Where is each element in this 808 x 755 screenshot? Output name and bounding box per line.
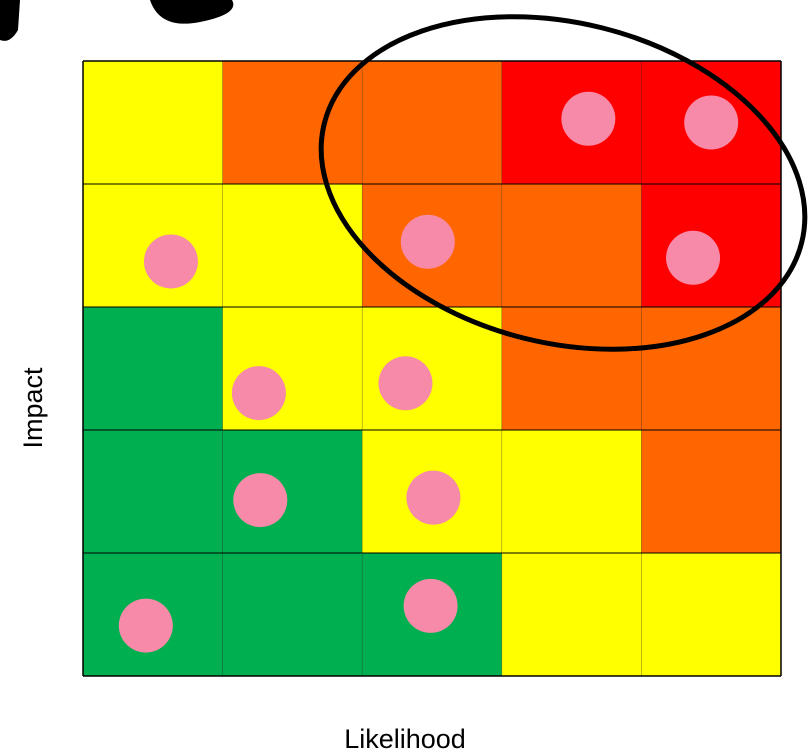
- matrix-cell-yellow: [501, 430, 642, 553]
- matrix-cell-orange: [362, 61, 502, 184]
- risk-marker-point: [233, 473, 288, 528]
- matrix-cell-green: [83, 307, 223, 430]
- risk-marker-point: [143, 234, 198, 289]
- matrix-cell-orange: [501, 307, 642, 430]
- matrix-cell-orange: [641, 307, 781, 430]
- clipped-title-remnant-2: [150, 0, 234, 24]
- clipped-title-remnant: [0, 0, 20, 41]
- risk-marker-point: [561, 91, 616, 146]
- risk-marker-point: [684, 95, 739, 150]
- matrix-cells: [83, 61, 781, 676]
- highlight-ellipse: [318, 14, 808, 352]
- matrix-cell-orange: [501, 184, 642, 307]
- matrix-cell-green: [83, 430, 223, 553]
- risk-marker-point: [400, 214, 455, 269]
- risk-marker-point: [378, 356, 433, 411]
- risk-marker-point: [118, 598, 173, 653]
- risk-marker-point: [403, 578, 458, 633]
- matrix-cell-orange: [222, 61, 363, 184]
- matrix-cell-yellow: [501, 553, 642, 676]
- risk-marker-point: [406, 470, 461, 525]
- risk-marker-point: [666, 230, 721, 285]
- y-axis-label: Impact: [18, 367, 48, 449]
- matrix-cell-green: [222, 553, 363, 676]
- matrix-cell-orange: [641, 430, 781, 553]
- matrix-cell-yellow: [222, 184, 363, 307]
- matrix-grid-lines: [82, 60, 782, 677]
- matrix-cell-yellow: [641, 553, 781, 676]
- matrix-cell-yellow: [83, 61, 223, 184]
- risk-markers: [118, 91, 739, 653]
- risk-marker-point: [231, 366, 286, 421]
- x-axis-label: Likelihood: [344, 724, 466, 754]
